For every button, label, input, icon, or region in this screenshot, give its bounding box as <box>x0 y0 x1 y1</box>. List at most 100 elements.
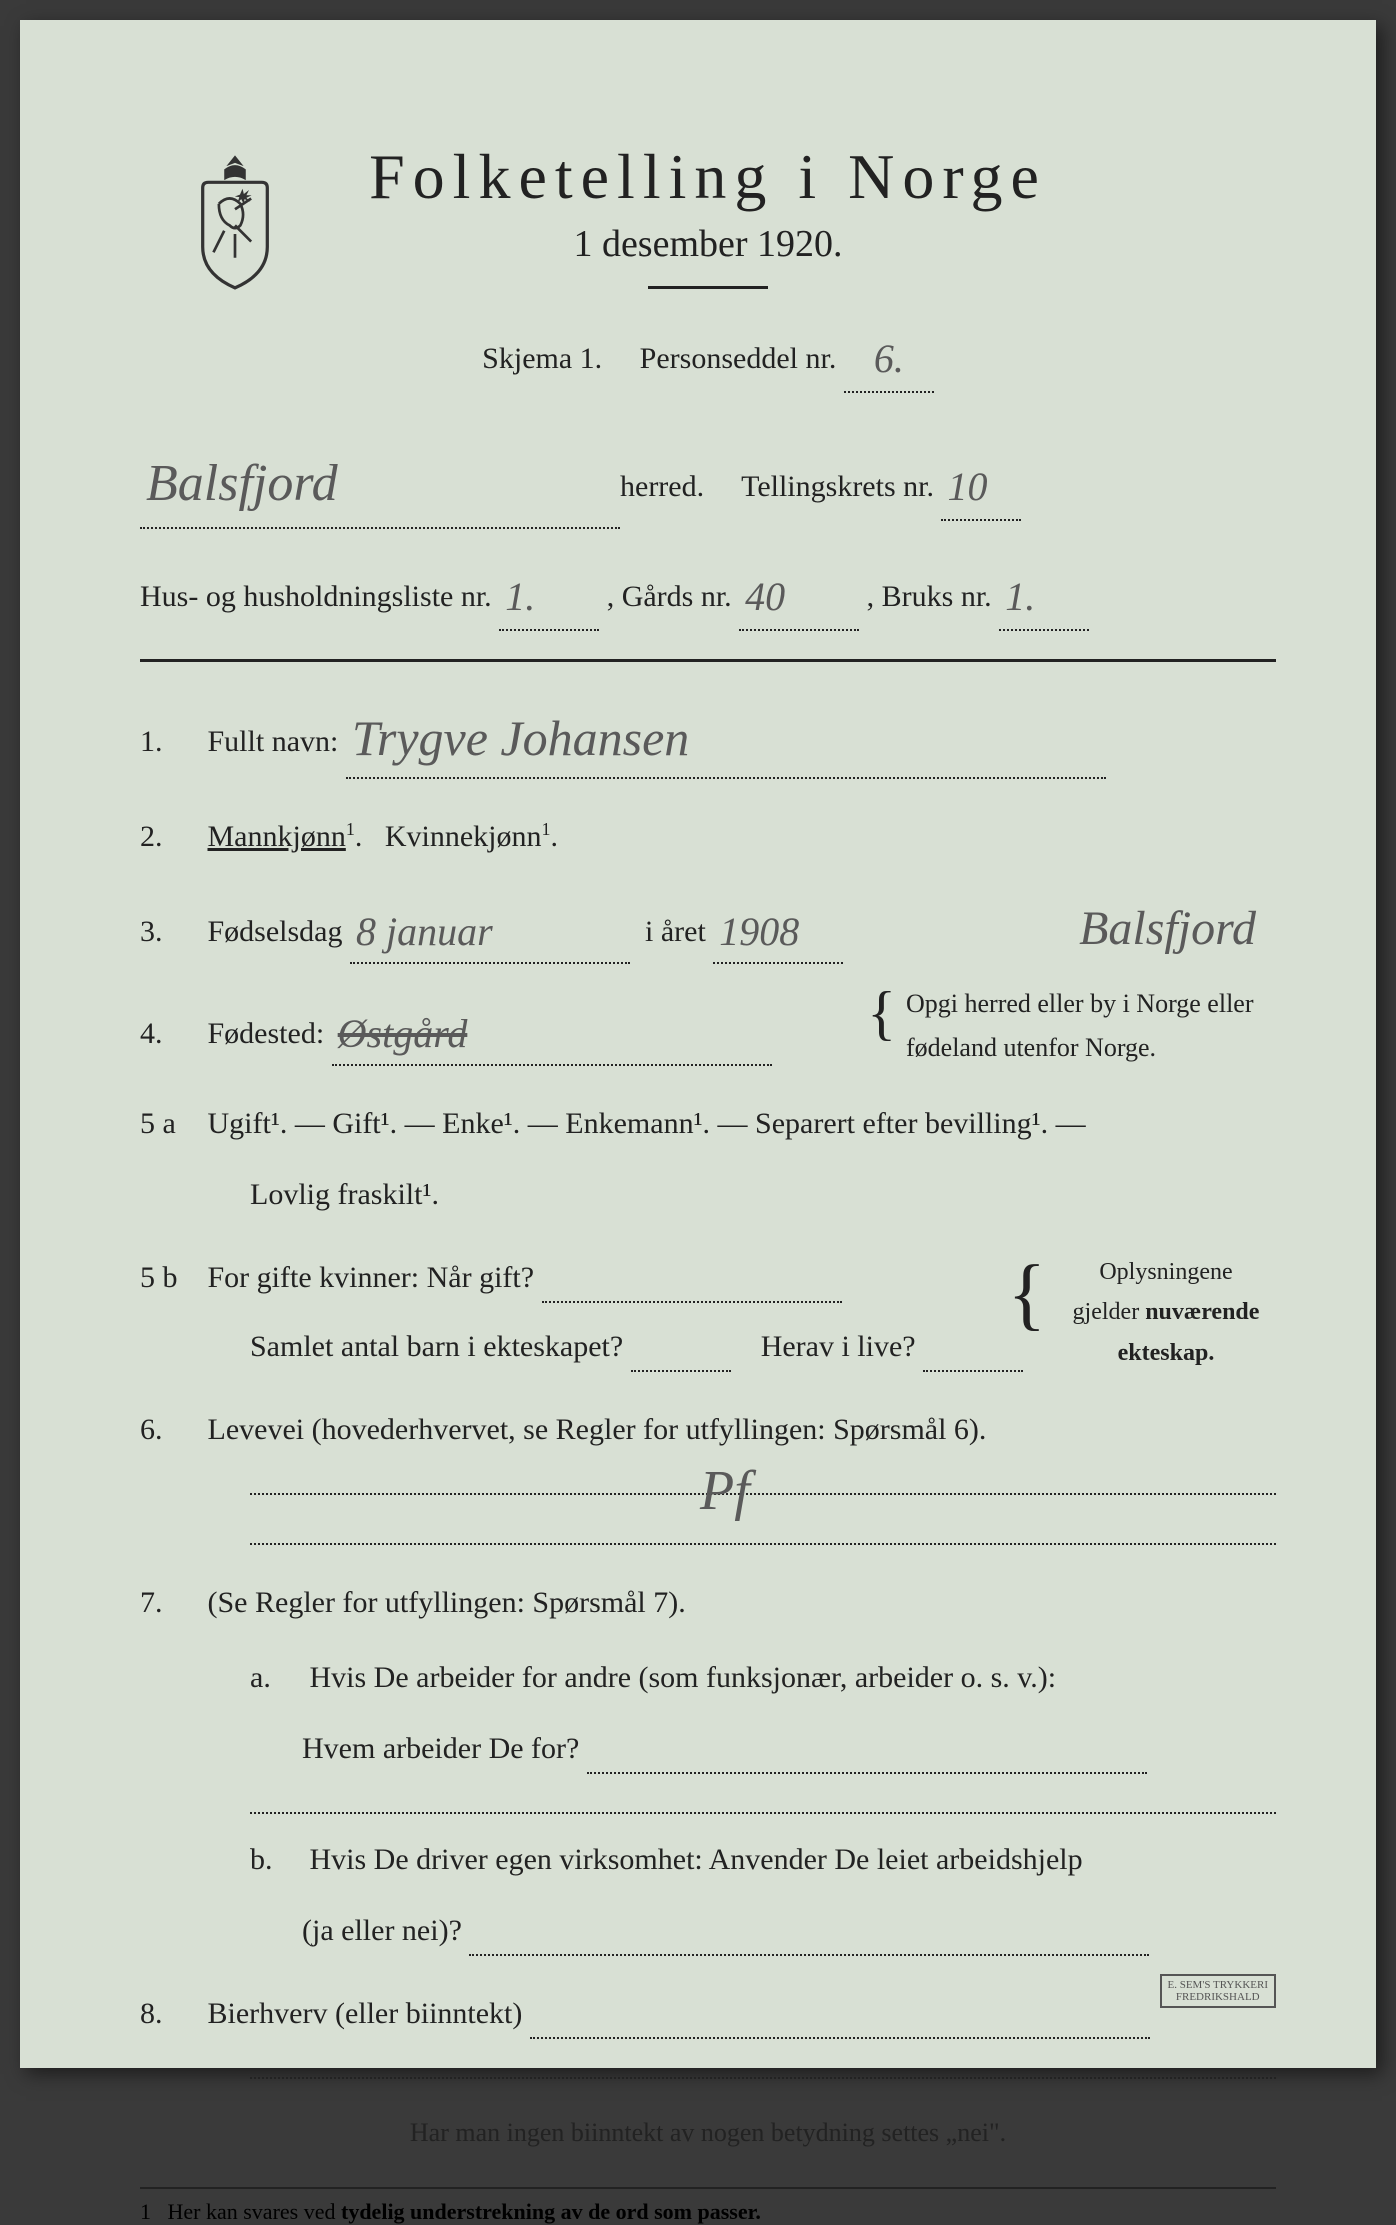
hus-nr-value: 1. <box>505 574 535 619</box>
q8-label: Bierhverv (eller biinntekt) <box>208 1997 523 2030</box>
q7a-blank <box>250 1784 1276 1814</box>
q7b: b. Hvis De driver egen virksomhet: Anven… <box>140 1834 1276 1956</box>
gards-label: , Gårds nr. <box>607 580 732 613</box>
form-date: 1 desember 1920. <box>140 222 1276 266</box>
q3-year-label: i året <box>645 915 706 948</box>
schema-line: Skjema 1. Personseddel nr. 6. <box>140 319 1276 393</box>
q7b-text: Hvis De driver egen virksomhet: Anvender… <box>310 1843 1083 1876</box>
form-title: Folketelling i Norge <box>140 140 1276 214</box>
herred-label: herred. <box>620 470 704 503</box>
q5b-gift-field <box>542 1277 842 1303</box>
q8-row: 8. Bierhverv (eller biinntekt) <box>140 1988 1276 2079</box>
q6-blank-2 <box>250 1515 1276 1545</box>
q4-num: 4. <box>140 1008 200 1059</box>
footnote-text: 1 Her kan svares ved tydelig understrekn… <box>140 2199 761 2224</box>
q7-num: 7. <box>140 1577 200 1628</box>
q5b-note1: Oplysningene <box>1099 1259 1232 1285</box>
q2-kvinne: Kvinnekjønn <box>385 820 542 853</box>
q3-row: 3. Fødselsdag 8 januar i året 1908 Balsf… <box>140 894 1276 964</box>
q7b-line2: (ja eller nei)? <box>250 1905 1276 1956</box>
person-label: Personseddel nr. <box>640 342 837 375</box>
q1-row: 1. Fullt navn: Trygve Johansen <box>140 692 1276 779</box>
q5b-barn-field <box>631 1346 731 1372</box>
q1-num: 1. <box>140 716 200 767</box>
q7b-text2: (ja eller nei)? <box>302 1914 462 1947</box>
q8-num: 8. <box>140 1988 200 2039</box>
q2-sup2: 1 <box>541 819 550 839</box>
q7a-text2: Hvem arbeider De for? <box>302 1732 579 1765</box>
q5b-note2: gjelder nuværende <box>1073 1299 1260 1325</box>
hus-label: Hus- og husholdningsliste nr. <box>140 580 492 613</box>
hus-line: Hus- og husholdningsliste nr. 1. , Gårds… <box>140 557 1276 631</box>
q2-num: 2. <box>140 811 200 862</box>
tellingskrets-value: 10 <box>947 464 987 509</box>
herred-line: Balsfjord herred. Tellingskrets nr. 10 <box>140 433 1276 529</box>
q3-year-value: 1908 <box>719 909 799 954</box>
printer-line2: FREDRIKSHALD <box>1176 1991 1260 2003</box>
q3-label: Fødselsdag <box>208 915 343 948</box>
q7a: a. Hvis De arbeider for andre (som funks… <box>140 1652 1276 1814</box>
printer-line1: E. SEM'S TRYKKERI <box>1168 1979 1269 1991</box>
q2-mann: Mannkjønn <box>208 820 346 853</box>
herred-field: Balsfjord <box>140 433 620 529</box>
q6-num: 6. <box>140 1404 200 1455</box>
q7-label: (Se Regler for utfyllingen: Spørsmål 7). <box>208 1586 686 1619</box>
hus-nr-field: 1. <box>499 557 599 631</box>
q8-field <box>530 2013 1150 2039</box>
q5b-note3: ekteskap. <box>1118 1340 1215 1366</box>
q5a-options: Ugift¹. — Gift¹. — Enke¹. — Enkemann¹. —… <box>208 1107 1086 1140</box>
q2-sup1: 1 <box>346 819 355 839</box>
schema-label: Skjema 1. <box>482 342 602 375</box>
q5b-label1: For gifte kvinner: Når gift? <box>208 1261 535 1294</box>
herred-value: Balsfjord <box>146 455 338 512</box>
q3-num: 3. <box>140 906 200 957</box>
form-header: Folketelling i Norge 1 desember 1920. Sk… <box>140 140 1276 393</box>
q8-blank <box>250 2049 1276 2079</box>
q6-hand-mark: Pf <box>700 1444 750 1539</box>
q5a-num: 5 a <box>140 1098 200 1149</box>
q4-note: Opgi herred eller by i Norge eller fødel… <box>906 982 1276 1070</box>
q2-row: 2. Mannkjønn1. Kvinnekjønn1. <box>140 811 1276 862</box>
printer-stamp: E. SEM'S TRYKKERI FREDRIKSHALD <box>1160 1974 1277 2008</box>
q6-blank-1 <box>250 1465 1276 1495</box>
q1-field: Trygve Johansen <box>346 692 1106 779</box>
q5a-line2: Lovlig fraskilt¹. <box>140 1169 1276 1220</box>
census-form-page: Folketelling i Norge 1 desember 1920. Sk… <box>20 20 1376 2068</box>
q7a-field <box>587 1748 1147 1774</box>
person-nr-value: 6. <box>874 336 904 381</box>
bruks-nr-field: 1. <box>999 557 1089 631</box>
q3-year-field: 1908 <box>713 894 843 964</box>
q3-day-value: 8 januar <box>356 909 493 954</box>
q5b-label2: Samlet antal barn i ekteskapet? <box>250 1330 623 1363</box>
bruks-nr-value: 1. <box>1005 574 1035 619</box>
q5b-live-field <box>923 1346 1023 1372</box>
q1-value: Trygve Johansen <box>352 710 689 766</box>
gards-nr-value: 40 <box>745 574 785 619</box>
footnote: 1 Her kan svares ved tydelig understrekn… <box>140 2187 1276 2225</box>
q5b-num: 5 b <box>140 1252 200 1303</box>
q7a-num: a. <box>250 1652 302 1703</box>
q7a-text: Hvis De arbeider for andre (som funksjon… <box>310 1661 1057 1694</box>
brace-icon-2: { <box>1008 1258 1046 1330</box>
section-divider <box>140 659 1276 662</box>
q6-row: 6. Levevei (hovederhvervet, se Regler fo… <box>140 1404 1276 1545</box>
bottom-note: Har man ingen biinntekt av nogen betydni… <box>140 2111 1276 2155</box>
q5b-note: Oplysningene gjelder nuværende ekteskap. <box>1056 1252 1276 1374</box>
tellingskrets-label: Tellingskrets nr. <box>741 470 934 503</box>
q3-extra-handwriting: Balsfjord <box>1079 888 1256 970</box>
person-nr-field: 6. <box>844 319 934 393</box>
gards-nr-field: 40 <box>739 557 859 631</box>
q7a-line2: Hvem arbeider De for? <box>250 1723 1276 1774</box>
q4-row: 4. Fødested: Østgård { Opgi herred eller… <box>140 996 1276 1066</box>
q5a-row: 5 a Ugift¹. — Gift¹. — Enke¹. — Enkemann… <box>140 1098 1276 1220</box>
tellingskrets-field: 10 <box>941 447 1021 521</box>
q6-label: Levevei (hovederhvervet, se Regler for u… <box>208 1413 987 1446</box>
q7b-field <box>469 1930 1149 1956</box>
q4-label: Fødested: <box>208 1017 325 1050</box>
q5b-label3: Herav i live? <box>761 1330 916 1363</box>
brace-icon: { <box>867 986 896 1040</box>
title-divider <box>648 286 768 289</box>
q1-label: Fullt navn: <box>208 725 339 758</box>
q4-value-struck: Østgård <box>338 1011 468 1056</box>
norway-coat-of-arms-icon <box>180 150 290 290</box>
